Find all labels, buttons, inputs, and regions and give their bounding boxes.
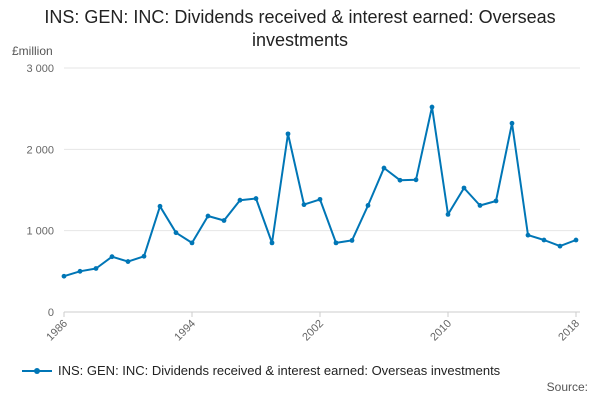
y-tick-label: 1 000 xyxy=(26,226,54,238)
data-point[interactable] xyxy=(525,232,531,238)
data-point[interactable] xyxy=(333,240,339,246)
y-axis-unit-label: £million xyxy=(12,44,53,58)
data-point[interactable] xyxy=(253,196,259,201)
y-axis-ticks: 0 1 000 2 000 3 000 xyxy=(26,63,54,319)
data-point[interactable] xyxy=(77,268,83,274)
grid-lines xyxy=(64,67,580,232)
data-point[interactable] xyxy=(93,266,99,271)
data-point[interactable] xyxy=(173,230,179,236)
data-point[interactable] xyxy=(285,131,291,137)
x-axis-ticks: 1986 1994 2002 2010 2018 xyxy=(44,312,582,343)
x-tick-label: 2002 xyxy=(300,318,326,344)
data-point[interactable] xyxy=(461,185,467,191)
data-point[interactable] xyxy=(109,254,115,260)
series-line xyxy=(63,106,577,278)
legend[interactable]: INS: GEN: INC: Dividends received & inte… xyxy=(22,363,500,378)
x-tick-label: 1986 xyxy=(44,318,70,344)
data-point[interactable] xyxy=(301,202,307,208)
data-point[interactable] xyxy=(557,243,563,249)
data-point[interactable] xyxy=(269,240,275,246)
x-tick-label: 1994 xyxy=(172,318,198,344)
y-tick-label: 0 xyxy=(48,307,54,319)
data-point[interactable] xyxy=(317,196,323,202)
data-point[interactable] xyxy=(541,237,547,243)
data-point[interactable] xyxy=(349,238,355,243)
chart-title: INS: GEN: INC: Dividends received & inte… xyxy=(44,7,556,50)
data-point[interactable] xyxy=(237,197,243,203)
data-point[interactable] xyxy=(141,253,147,259)
y-tick-label: 3 000 xyxy=(26,63,54,75)
data-point[interactable] xyxy=(573,237,579,243)
data-point[interactable] xyxy=(493,198,499,204)
source-label: Source: xyxy=(546,380,588,394)
data-point[interactable] xyxy=(61,273,67,279)
data-point[interactable] xyxy=(125,259,131,264)
data-point[interactable] xyxy=(381,165,387,171)
data-point[interactable] xyxy=(445,212,451,217)
data-point[interactable] xyxy=(157,203,163,209)
x-tick-label: 2018 xyxy=(556,318,582,344)
data-point[interactable] xyxy=(429,104,435,110)
x-tick-label: 2010 xyxy=(428,318,454,344)
data-point[interactable] xyxy=(189,240,195,246)
data-point[interactable] xyxy=(397,177,403,183)
series-group xyxy=(61,104,579,279)
data-point[interactable] xyxy=(205,213,211,219)
data-point[interactable] xyxy=(413,177,419,183)
data-point[interactable] xyxy=(477,203,483,208)
legend-label: INS: GEN: INC: Dividends received & inte… xyxy=(58,363,501,378)
data-point[interactable] xyxy=(221,218,227,223)
data-point[interactable] xyxy=(509,120,515,126)
data-point[interactable] xyxy=(365,203,371,208)
y-tick-label: 2 000 xyxy=(26,144,54,156)
legend-swatch-icon xyxy=(22,365,52,377)
